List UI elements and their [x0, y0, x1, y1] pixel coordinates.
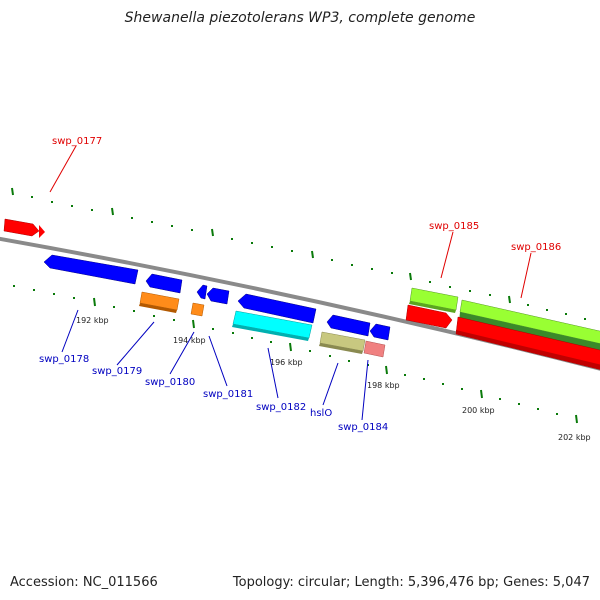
gene-label-hslO[interactable]: hslO — [310, 408, 332, 419]
forward-leader-lines — [49, 145, 532, 299]
gene-label-swp_0184[interactable]: swp_0184 — [338, 422, 388, 433]
leader-line-hslO — [322, 362, 339, 406]
gene-label-swp_0181[interactable]: swp_0181 — [203, 389, 253, 400]
tick-major — [385, 365, 388, 375]
kbp-label-200: 200 kbp — [462, 406, 495, 415]
tick-major — [575, 414, 578, 424]
tick-major — [508, 295, 511, 304]
lower-tick-row — [13, 285, 578, 424]
leader-line-swp_0185 — [440, 231, 454, 279]
reverse-strand-genes — [43, 254, 391, 358]
gene-label-swp_0182[interactable]: swp_0182 — [256, 402, 306, 413]
genome-summary-text: Topology: circular; Length: 5,396,476 bp… — [232, 575, 590, 590]
tick-major — [289, 342, 292, 352]
tick-major — [480, 389, 483, 399]
kbp-label-196: 196 kbp — [270, 358, 303, 367]
leader-line-swp_0178 — [61, 309, 79, 353]
gene-forward-red-a[interactable] — [405, 304, 453, 329]
gene-swp_0186-upper[interactable] — [459, 299, 600, 344]
reverse-leader-lines — [61, 309, 369, 421]
kbp-label-198: 198 kbp — [367, 381, 400, 390]
genome-title: Shewanella piezotolerans WP3, complete g… — [124, 10, 476, 26]
tick-major — [11, 187, 14, 196]
leader-line-swp_0186 — [520, 252, 532, 299]
upper-tick-row — [11, 187, 586, 320]
tick-major — [409, 272, 412, 281]
gene-swp_0182-arrow[interactable] — [237, 293, 317, 324]
leader-line-swp_0179 — [116, 321, 155, 366]
gene-label-swp_0178[interactable]: swp_0178 — [39, 354, 89, 365]
tick-major — [211, 228, 214, 237]
gene-hslO-arrow[interactable] — [326, 314, 371, 337]
gene-swp_0186-lower-shadow — [456, 330, 600, 370]
gene-label-swp_0179[interactable]: swp_0179 — [92, 366, 142, 377]
tick-major — [192, 319, 195, 329]
leader-line-swp_0184 — [361, 359, 369, 421]
gene-swp_0182-shadow — [232, 324, 309, 341]
gene-label-swp_0177[interactable]: swp_0177 — [52, 136, 102, 147]
leader-line-swp_0180 — [169, 331, 195, 375]
forward-strand-genes — [3, 218, 600, 370]
gene-swp_0179-arrow[interactable] — [145, 273, 183, 294]
accession-text: Accession: NC_011566 — [10, 575, 158, 590]
gene-swp_0178[interactable] — [43, 254, 139, 285]
kbp-label-202: 202 kbp — [558, 433, 591, 442]
reverse-gene-labels: swp_0178 swp_0179 swp_0180 swp_0181 swp_… — [39, 354, 388, 433]
gene-swp_0180-arrow[interactable] — [196, 284, 208, 300]
gene-swp_0181-arrow[interactable] — [206, 287, 230, 305]
kbp-label-192: 192 kbp — [76, 316, 109, 325]
genome-backbone — [0, 236, 600, 371]
gene-swp_0177[interactable] — [3, 218, 40, 237]
gene-swp_0184-arrow[interactable] — [369, 323, 391, 341]
gene-swp_0185-shadow — [409, 301, 456, 313]
tick-major — [111, 207, 114, 216]
gene-swp_0177-arrowhead[interactable] — [39, 225, 45, 238]
gene-label-swp_0186[interactable]: swp_0186 — [511, 242, 561, 253]
gene-swp_0180[interactable] — [190, 302, 205, 317]
forward-gene-labels: swp_0177 swp_0185 swp_0186 — [52, 136, 561, 253]
tick-major — [93, 297, 96, 307]
leader-line-swp_0182 — [267, 347, 279, 399]
gene-label-swp_0180[interactable]: swp_0180 — [145, 377, 195, 388]
tick-major — [311, 250, 314, 259]
gene-swp_0179-shadow — [139, 303, 177, 313]
gene-swp_0184[interactable] — [363, 340, 386, 358]
gene-label-swp_0185[interactable]: swp_0185 — [429, 221, 479, 232]
leader-line-swp_0177 — [49, 145, 77, 193]
leader-line-swp_0181 — [208, 335, 228, 387]
gene-hslO-shadow — [319, 343, 363, 354]
